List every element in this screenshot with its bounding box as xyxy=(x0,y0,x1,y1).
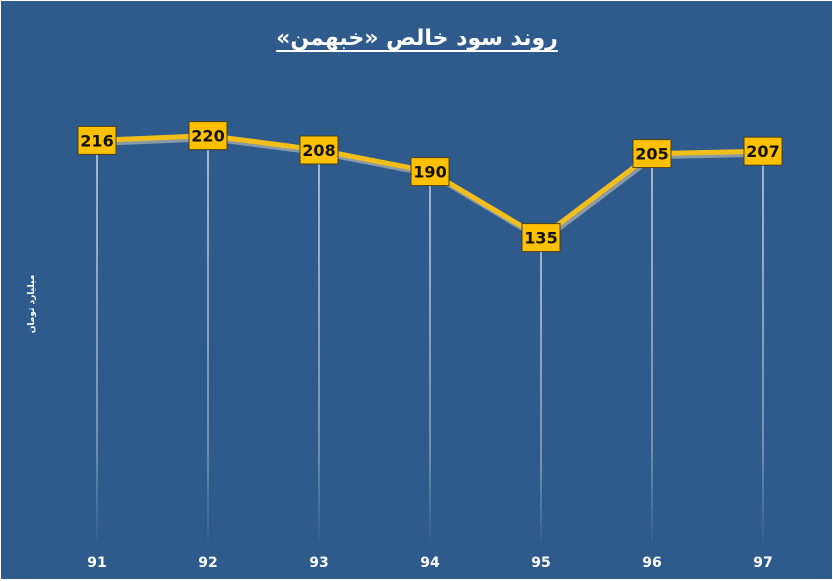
x-tick-label: 92 xyxy=(198,555,217,571)
data-label: 208 xyxy=(302,141,335,160)
data-label: 216 xyxy=(80,131,113,150)
data-labels: 216 220 208 190 135 205 207 xyxy=(77,121,783,253)
x-tick-label: 93 xyxy=(309,555,328,571)
data-label: 205 xyxy=(635,145,668,164)
data-point xyxy=(299,135,339,165)
data-point xyxy=(188,121,228,151)
drop-line xyxy=(96,140,98,541)
data-label: 220 xyxy=(191,127,224,146)
y-axis-label: میلیارد تومان xyxy=(27,275,37,334)
drop-line xyxy=(429,171,431,541)
drop-line xyxy=(540,237,542,541)
data-point xyxy=(410,157,450,187)
data-label: 135 xyxy=(524,229,557,248)
series-line-shadow-segment xyxy=(540,154,657,244)
x-tick-label: 97 xyxy=(753,555,772,571)
x-tick-label: 96 xyxy=(642,555,661,571)
data-point xyxy=(743,136,783,166)
x-axis-ticks: 91 92 93 94 95 96 97 xyxy=(87,555,772,571)
drop-line xyxy=(318,150,320,541)
x-tick-label: 91 xyxy=(87,555,106,571)
x-tick-label: 95 xyxy=(531,555,550,571)
data-point xyxy=(521,223,561,253)
data-label: 190 xyxy=(413,163,446,182)
data-point xyxy=(632,139,672,169)
data-label: 207 xyxy=(746,142,779,161)
drop-line xyxy=(651,153,653,541)
drop-lines xyxy=(96,135,764,541)
drop-line xyxy=(207,135,209,541)
drop-line xyxy=(762,151,764,541)
x-tick-label: 94 xyxy=(420,555,440,571)
data-point xyxy=(77,125,117,155)
chart-title: روند سود خالص «خبهمن» xyxy=(276,26,558,51)
